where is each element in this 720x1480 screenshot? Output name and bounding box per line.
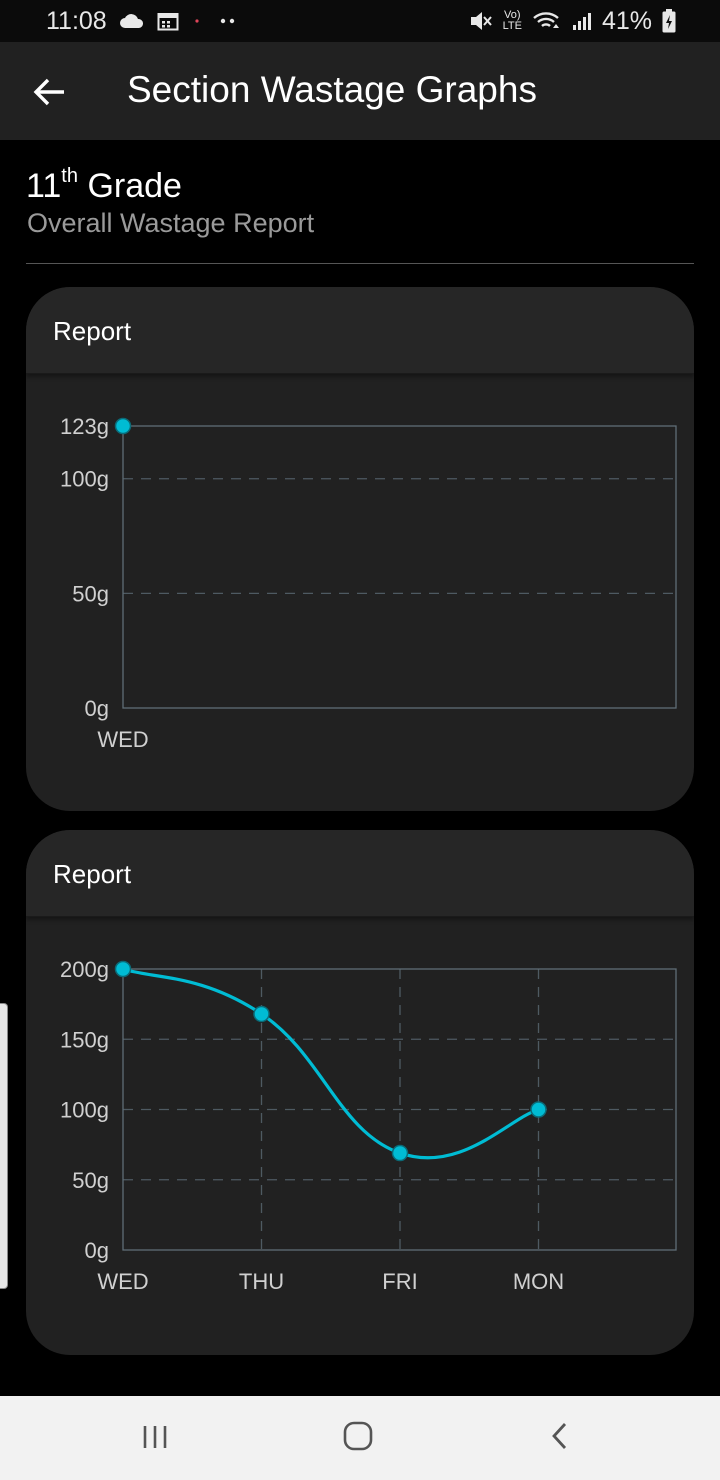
volte-bottom-label: LTE [502, 20, 522, 32]
y-tick-label: 50g [72, 581, 109, 606]
data-point[interactable] [530, 1101, 547, 1118]
home-icon[interactable] [338, 1418, 378, 1458]
grade-title: 11th Grade [26, 165, 182, 206]
data-point[interactable] [391, 1144, 409, 1162]
report-card-1: Report 0g 50g 100g 123g WED [26, 287, 694, 811]
grade-suffix: th [61, 165, 78, 187]
plot-area-border [122, 968, 677, 1251]
y-tick-label: 200g [60, 957, 109, 982]
wastage-chart-1: 0g 50g 100g 123g WED [60, 414, 677, 752]
data-point[interactable] [253, 1005, 270, 1023]
y-tick-label: 150g [60, 1027, 109, 1052]
battery-percent: 41% [601, 6, 652, 35]
calendar-icon [157, 13, 179, 31]
grade-word: Grade [87, 167, 182, 205]
x-tick-label: MON [513, 1269, 564, 1294]
arrow-left-icon[interactable] [30, 72, 70, 112]
back-icon[interactable] [540, 1418, 580, 1458]
y-tick-label: 123g [60, 414, 109, 439]
recent-apps-icon[interactable] [136, 1418, 176, 1458]
divider [26, 263, 694, 264]
card-header: Report [26, 830, 694, 917]
y-tick-label: 100g [60, 1098, 109, 1123]
wastage-chart-2: 0g 50g 100g 150g 200g WED THU FRI MON [60, 957, 677, 1294]
x-tick-label: FRI [382, 1269, 417, 1294]
page-title: Section Wastage Graphs [127, 69, 537, 110]
x-tick-label: WED [97, 1269, 148, 1294]
card-title: Report [53, 859, 132, 889]
cloud-icon [119, 14, 143, 28]
battery-charging-icon [662, 9, 676, 33]
volte-indicator: Vo) LTE [503, 10, 522, 32]
series-line [122, 967, 540, 1160]
edge-panel-handle[interactable] [0, 1003, 8, 1289]
y-tick-label: 0g [85, 696, 109, 721]
mute-icon [470, 12, 492, 30]
card-header: Report [26, 287, 694, 374]
y-tick-label: 100g [60, 467, 109, 492]
status-bar: 11:08 Vo) LTE [0, 0, 720, 42]
signal-icon [572, 13, 591, 30]
navigation-bar [0, 1396, 720, 1480]
y-tick-label: 50g [72, 1168, 109, 1193]
x-tick-label: THU [239, 1269, 284, 1294]
app-bar: Section Wastage Graphs [0, 42, 720, 140]
y-tick-label: 0g [85, 1238, 109, 1263]
data-point[interactable] [114, 417, 132, 435]
data-point[interactable] [114, 960, 132, 978]
status-time: 11:08 [46, 6, 107, 35]
card-title: Report [53, 316, 132, 346]
plot-area-border [122, 425, 677, 709]
wifi-icon [533, 12, 559, 28]
grade-number: 11 [26, 167, 62, 205]
report-subtitle: Overall Wastage Report [27, 208, 315, 238]
x-tick-label: WED [97, 727, 148, 752]
volte-top-label: Vo) [504, 9, 521, 21]
notification-dots-icon [195, 18, 234, 24]
report-card-2: Report 0g 50g 100g 150g 200g WED THU FRI MON [26, 830, 694, 1355]
